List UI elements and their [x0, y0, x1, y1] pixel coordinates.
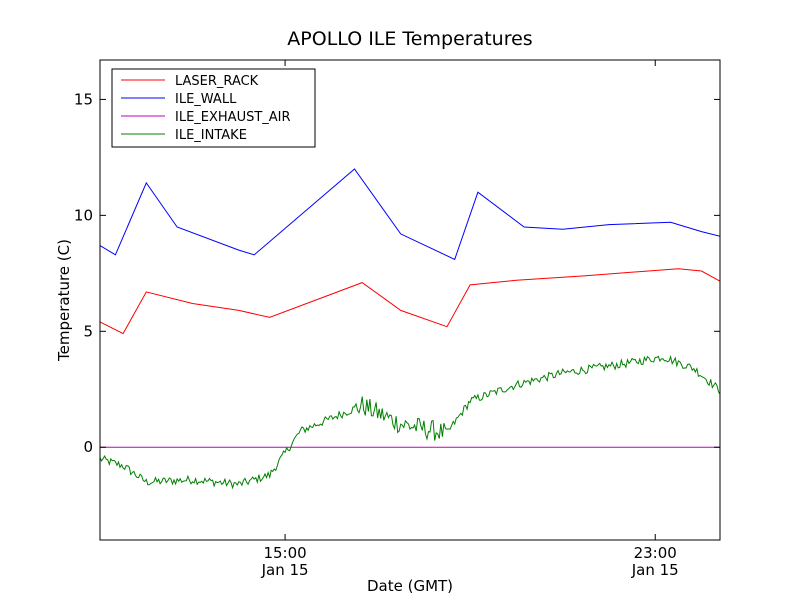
- x-tick-label-date: Jan 15: [261, 561, 309, 579]
- y-tick-label: 15: [74, 90, 93, 108]
- series-line-ile-intake: [100, 355, 720, 490]
- chart-title: APOLLO ILE Temperatures: [287, 28, 532, 50]
- legend-label-ile-exhaust-air: ILE_EXHAUST_AIR: [175, 110, 291, 125]
- x-tick-label-date: Jan 15: [631, 561, 679, 579]
- legend: LASER_RACK ILE_WALL ILE_EXHAUST_AIR ILE_INT…: [111, 68, 316, 148]
- series-line-ile-wall: [100, 168, 720, 261]
- legend-label-ile-wall: ILE_WALL: [175, 92, 237, 107]
- legend-label-laser-rack: LASER_RACK: [175, 74, 259, 89]
- y-tick-label: 5: [83, 322, 93, 340]
- y-tick-label: 10: [74, 206, 93, 224]
- series-line-laser-rack: [100, 268, 720, 335]
- y-axis: 0 5 10 15: [74, 90, 720, 456]
- plot-frame: [99, 59, 721, 541]
- y-axis-label: Temperature (C): [55, 239, 73, 362]
- x-tick-label-time: 23:00: [634, 544, 677, 562]
- series-layer: [100, 168, 720, 490]
- legend-label-ile-intake: ILE_INTAKE: [175, 128, 247, 143]
- x-axis-label: Date (GMT): [367, 577, 453, 595]
- x-tick-label-time: 15:00: [263, 544, 306, 562]
- y-tick-label: 0: [83, 438, 93, 456]
